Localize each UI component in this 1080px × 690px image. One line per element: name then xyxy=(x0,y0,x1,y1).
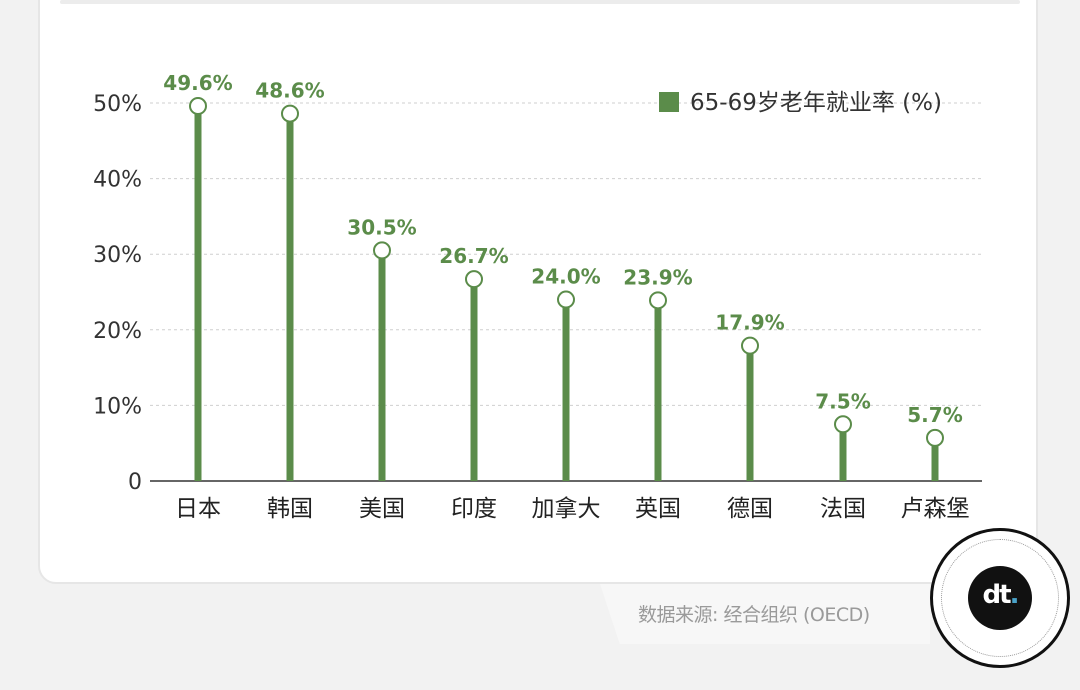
data-label: 23.9% xyxy=(623,265,692,289)
x-tick-label: 印度 xyxy=(451,496,497,522)
dt-logo-icon: dt. xyxy=(968,566,1032,630)
data-label: 48.6% xyxy=(255,79,324,103)
x-tick-label: 卢森堡 xyxy=(901,496,970,522)
x-tick-label: 英国 xyxy=(635,496,681,522)
y-tick-label: 0 xyxy=(128,470,142,495)
badge-dotted-ring xyxy=(941,539,1059,657)
card-top-edge xyxy=(60,0,1020,4)
logo-dot: . xyxy=(1009,580,1020,610)
bar-marker xyxy=(189,97,207,116)
legend-swatch xyxy=(659,92,679,112)
bar-marker xyxy=(741,336,759,355)
bar-marker xyxy=(281,104,299,123)
bar-marker xyxy=(557,290,575,309)
x-tick-label: 法国 xyxy=(820,496,866,522)
data-label: 26.7% xyxy=(439,244,508,268)
bar-marker xyxy=(649,291,667,310)
x-tick-label: 日本 xyxy=(175,496,221,522)
data-label: 49.6% xyxy=(163,71,232,95)
bar-marker xyxy=(373,241,391,260)
source-tab xyxy=(600,584,930,644)
data-source: 数据来源: 经合组织 (OECD) xyxy=(638,604,870,626)
data-label: 7.5% xyxy=(815,389,870,413)
y-tick-label: 50% xyxy=(93,92,142,117)
bar-marker xyxy=(834,415,852,434)
y-tick-label: 10% xyxy=(93,394,142,419)
x-tick-label: 美国 xyxy=(359,496,405,522)
data-label: 17.9% xyxy=(715,311,784,335)
bar-marker xyxy=(465,270,483,289)
data-label: 24.0% xyxy=(531,265,600,289)
logo-text: dt xyxy=(982,580,1012,610)
chart-card xyxy=(38,0,1038,584)
legend-label: 65-69岁老年就业率 (%) xyxy=(690,90,942,116)
y-tick-label: 20% xyxy=(93,319,142,344)
data-label: 30.5% xyxy=(347,215,416,239)
x-tick-label: 韩国 xyxy=(267,496,313,522)
brand-badge: dt. xyxy=(930,528,1070,668)
bar-marker xyxy=(926,428,944,447)
y-tick-label: 30% xyxy=(93,243,142,268)
x-tick-label: 德国 xyxy=(727,496,773,522)
data-label: 5.7% xyxy=(907,403,962,427)
x-tick-label: 加拿大 xyxy=(532,495,601,522)
y-tick-label: 40% xyxy=(93,168,142,193)
